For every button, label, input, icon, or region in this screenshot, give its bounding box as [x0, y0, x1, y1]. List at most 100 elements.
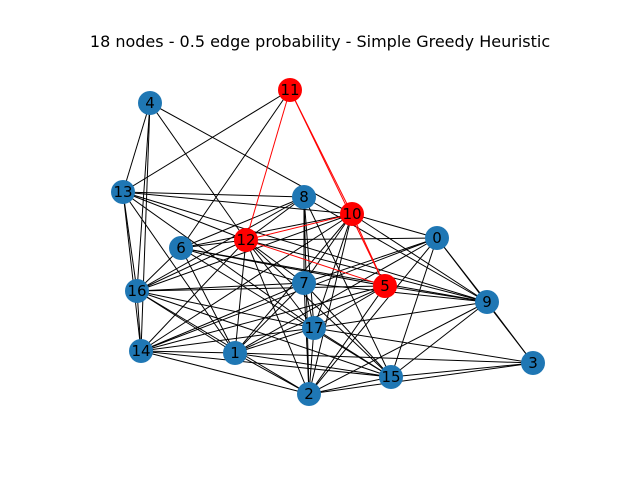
node-circle — [125, 279, 149, 303]
node-8: 8 — [292, 185, 316, 209]
edge-5-14 — [140, 285, 386, 352]
edge-2-15 — [308, 376, 392, 395]
node-5: 5 — [373, 274, 397, 298]
node-9: 9 — [475, 290, 499, 314]
edge-12-2 — [245, 239, 310, 395]
edge-7-9 — [303, 282, 488, 303]
node-10: 10 — [340, 202, 364, 226]
node-label: 3 — [528, 354, 538, 372]
edge-11-12 — [245, 89, 291, 241]
edge-8-17 — [303, 196, 315, 329]
node-circle — [521, 351, 545, 375]
node-circle — [373, 274, 397, 298]
edge-16-7 — [136, 282, 305, 292]
edge-13-12 — [122, 191, 247, 241]
edge-13-10 — [122, 191, 353, 215]
node-15: 15 — [379, 365, 403, 389]
node-label: 5 — [380, 277, 390, 295]
edge-0-15 — [390, 237, 438, 378]
node-circle — [425, 226, 449, 250]
edge-7-1 — [234, 282, 305, 354]
node-circle — [302, 316, 326, 340]
edge-15-3 — [390, 362, 534, 378]
edge-13-11 — [122, 89, 291, 193]
edge-12-5 — [245, 239, 386, 287]
node-circle — [278, 78, 302, 102]
node-label: 7 — [299, 274, 309, 292]
node-label: 17 — [304, 319, 323, 337]
node-circle — [297, 382, 321, 406]
node-0: 0 — [425, 226, 449, 250]
node-label: 15 — [381, 368, 400, 386]
edge-12-1 — [234, 239, 247, 354]
edge-10-5 — [351, 213, 386, 287]
edge-13-8 — [122, 191, 305, 198]
edge-0-9 — [436, 237, 488, 303]
node-label: 10 — [342, 205, 361, 223]
node-1: 1 — [223, 341, 247, 365]
edge-1-15 — [234, 352, 392, 378]
node-3: 3 — [521, 351, 545, 375]
node-circle — [292, 271, 316, 295]
edge-6-1 — [180, 247, 236, 354]
edge-5-6 — [180, 247, 386, 287]
edge-12-15 — [245, 239, 392, 378]
edge-7-14 — [140, 282, 305, 352]
edge-0-14 — [140, 237, 438, 352]
edge-10-9 — [351, 213, 488, 303]
node-circle — [138, 91, 162, 115]
edge-12-7 — [245, 239, 305, 284]
edge-16-17 — [136, 290, 315, 329]
edge-17-15 — [313, 327, 392, 378]
node-label: 4 — [145, 94, 155, 112]
edge-10-2 — [308, 213, 353, 395]
chart-title: 18 nodes - 0.5 edge probability - Simple… — [89, 32, 551, 51]
edge-12-9 — [245, 239, 488, 303]
edge-5-16 — [136, 285, 386, 292]
edge-5-9 — [384, 285, 488, 303]
node-label: 6 — [176, 239, 186, 257]
edge-12-14 — [140, 239, 247, 352]
edge-16-2 — [136, 290, 310, 395]
edge-17-3 — [313, 327, 534, 364]
edge-2-3 — [308, 362, 534, 395]
edge-0-12 — [245, 237, 438, 241]
edge-14-2 — [140, 350, 310, 395]
node-circle — [169, 236, 193, 260]
edge-13-1 — [122, 191, 236, 354]
edge-12-16 — [136, 239, 247, 292]
node-7: 7 — [292, 271, 316, 295]
node-circle — [340, 202, 364, 226]
node-circle — [292, 185, 316, 209]
node-circle — [475, 290, 499, 314]
node-circle — [111, 180, 135, 204]
edge-10-14 — [140, 213, 353, 352]
edge-14-1 — [140, 350, 236, 354]
edge-8-9 — [303, 196, 488, 303]
edges-layer — [122, 89, 534, 395]
node-label: 1 — [230, 344, 240, 362]
node-label: 12 — [236, 231, 255, 249]
node-label: 13 — [113, 183, 132, 201]
edge-14-15 — [140, 350, 392, 378]
edge-10-0 — [351, 213, 438, 239]
node-label: 14 — [131, 342, 150, 360]
edge-5-2 — [308, 285, 386, 395]
edge-5-17 — [313, 285, 386, 329]
node-circle — [223, 341, 247, 365]
edge-4-13 — [122, 102, 151, 193]
edge-6-7 — [180, 247, 305, 284]
edge-8-16 — [136, 196, 305, 292]
edge-9-17 — [313, 301, 488, 329]
node-12: 12 — [234, 228, 258, 252]
node-circle — [379, 365, 403, 389]
edge-7-15 — [303, 282, 392, 378]
node-14: 14 — [129, 339, 153, 363]
edge-10-17 — [313, 213, 353, 329]
node-label: 2 — [304, 385, 314, 403]
edge-9-15 — [390, 301, 488, 378]
edge-16-15 — [136, 290, 392, 378]
node-16: 16 — [125, 279, 149, 303]
edge-13-14 — [122, 191, 142, 352]
